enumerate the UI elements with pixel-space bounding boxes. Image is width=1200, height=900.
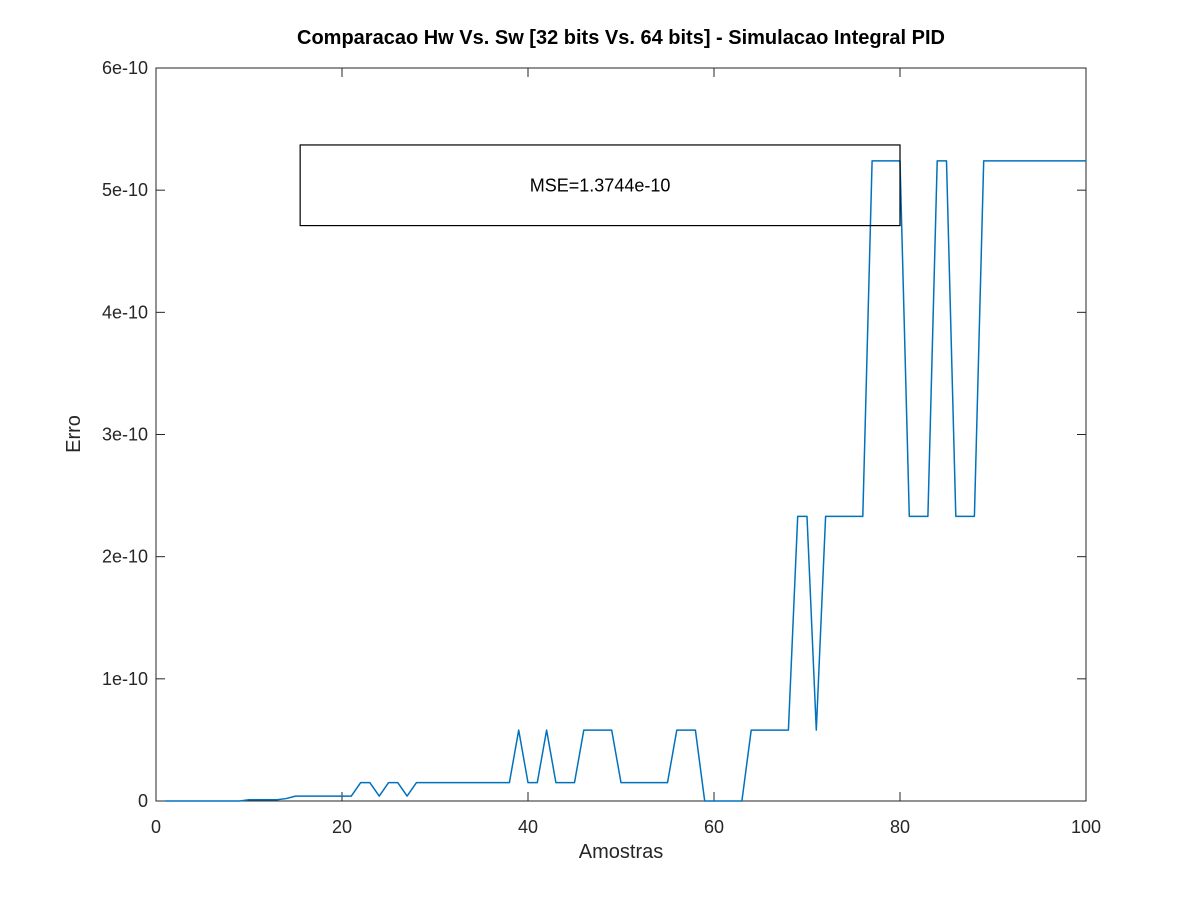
x-tick-label: 40 bbox=[518, 817, 538, 837]
x-tick-label: 0 bbox=[151, 817, 161, 837]
y-tick-label: 3e-10 bbox=[102, 425, 148, 445]
y-tick-label: 6e-10 bbox=[102, 58, 148, 78]
series-line bbox=[165, 160, 1086, 802]
annotation-box bbox=[299, 144, 901, 227]
annotation-text: MSE=1.3744e-10 bbox=[530, 175, 671, 195]
x-tick-label: 100 bbox=[1071, 817, 1101, 837]
y-tick-label: 2e-10 bbox=[102, 547, 148, 567]
x-tick-label: 60 bbox=[704, 817, 724, 837]
y-tick-label: 5e-10 bbox=[102, 180, 148, 200]
x-tick-label: 80 bbox=[890, 817, 910, 837]
y-axis-label: Erro bbox=[63, 415, 85, 453]
x-tick-label: 20 bbox=[332, 817, 352, 837]
x-axis-label: Amostras bbox=[579, 841, 663, 863]
y-tick-label: 1e-10 bbox=[102, 669, 148, 689]
chart-title: Comparacao Hw Vs. Sw [32 bits Vs. 64 bit… bbox=[297, 27, 945, 49]
y-tick-label: 4e-10 bbox=[102, 302, 148, 322]
plot-area: 0 20 40 60 80 100 0 1e-10 2e-10 3e-10 4e-10 5e-10 6e… bbox=[102, 58, 1101, 837]
y-tick-label: 0 bbox=[138, 791, 148, 811]
